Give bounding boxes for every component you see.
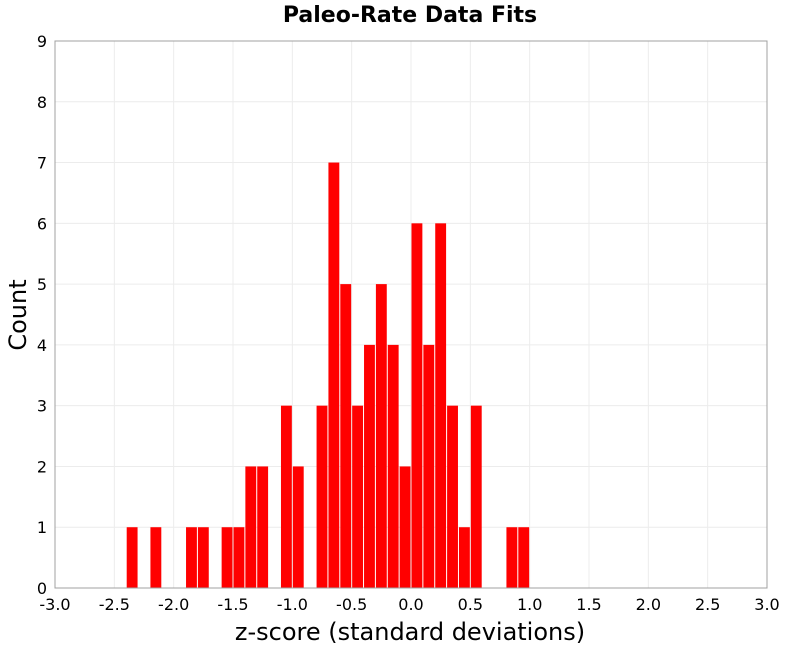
histogram-bar: [245, 466, 257, 588]
x-tick-label: 1.0: [517, 595, 542, 614]
x-tick-label: -0.5: [336, 595, 367, 614]
histogram-bar: [423, 344, 435, 588]
histogram-bar: [364, 344, 375, 588]
histogram-bar: [126, 527, 138, 588]
histogram-bar: [280, 405, 292, 588]
x-tick-label: -1.0: [277, 595, 308, 614]
histogram-bar: [186, 527, 197, 588]
y-tick-label: 3: [37, 397, 47, 416]
histogram-bar: [447, 405, 458, 588]
y-tick-label: 8: [37, 93, 47, 112]
grid-lines: [54, 40, 768, 589]
x-tick-label: -3.0: [39, 595, 70, 614]
x-tick-label: 0.5: [458, 595, 483, 614]
histogram-bar: [387, 344, 399, 588]
histogram-bar: [470, 405, 482, 588]
y-axis-label: Count: [4, 279, 32, 350]
x-tick-label: -1.5: [217, 595, 248, 614]
y-tick-label: 7: [37, 154, 47, 173]
x-tick-label: 1.5: [576, 595, 601, 614]
histogram-bar: [435, 223, 447, 589]
y-tick-label: 0: [37, 579, 47, 598]
y-tick-label: 6: [37, 214, 47, 233]
y-tick-label: 5: [37, 275, 47, 294]
histogram-bar: [340, 284, 352, 588]
histogram-bar: [518, 527, 530, 588]
histogram-bar: [233, 527, 245, 588]
histogram-bar: [506, 527, 518, 588]
histogram-bar: [399, 466, 411, 588]
bars: [126, 162, 530, 589]
y-tick-labels: 0 1 2 3 4 5 6 7 8 9: [37, 32, 47, 598]
histogram-bar: [328, 162, 340, 589]
x-tick-label: 2.5: [695, 595, 720, 614]
histogram-bar: [458, 527, 470, 588]
x-tick-label: 3.0: [754, 595, 779, 614]
y-tick-label: 2: [37, 457, 47, 476]
y-tick-label: 4: [37, 336, 47, 355]
x-tick-label: -2.0: [158, 595, 189, 614]
x-tick-labels: -3.0 -2.5 -2.0 -1.5 -1.0 -0.5 0.0 0.5 1.0 1.5 2.0 2…: [39, 595, 779, 614]
x-tick-label: -2.5: [99, 595, 130, 614]
y-tick-label: 9: [37, 32, 47, 51]
x-axis-label: z-score (standard deviations): [235, 618, 585, 646]
histogram-bar: [221, 527, 233, 588]
histogram-bar: [150, 527, 162, 588]
y-tick-label: 1: [37, 518, 47, 537]
histogram-bar: [316, 405, 328, 588]
chart-title: Paleo-Rate Data Fits: [283, 3, 537, 28]
x-tick-label: 0.0: [398, 595, 423, 614]
histogram-bar: [292, 466, 304, 588]
plot-frame: [54, 40, 768, 589]
histogram-bar: [197, 527, 209, 588]
histogram-bar: [352, 405, 364, 588]
histogram-bar: [375, 284, 387, 588]
histogram-bar: [411, 223, 423, 589]
histogram-bar: [257, 466, 269, 588]
x-tick-label: 2.0: [636, 595, 661, 614]
